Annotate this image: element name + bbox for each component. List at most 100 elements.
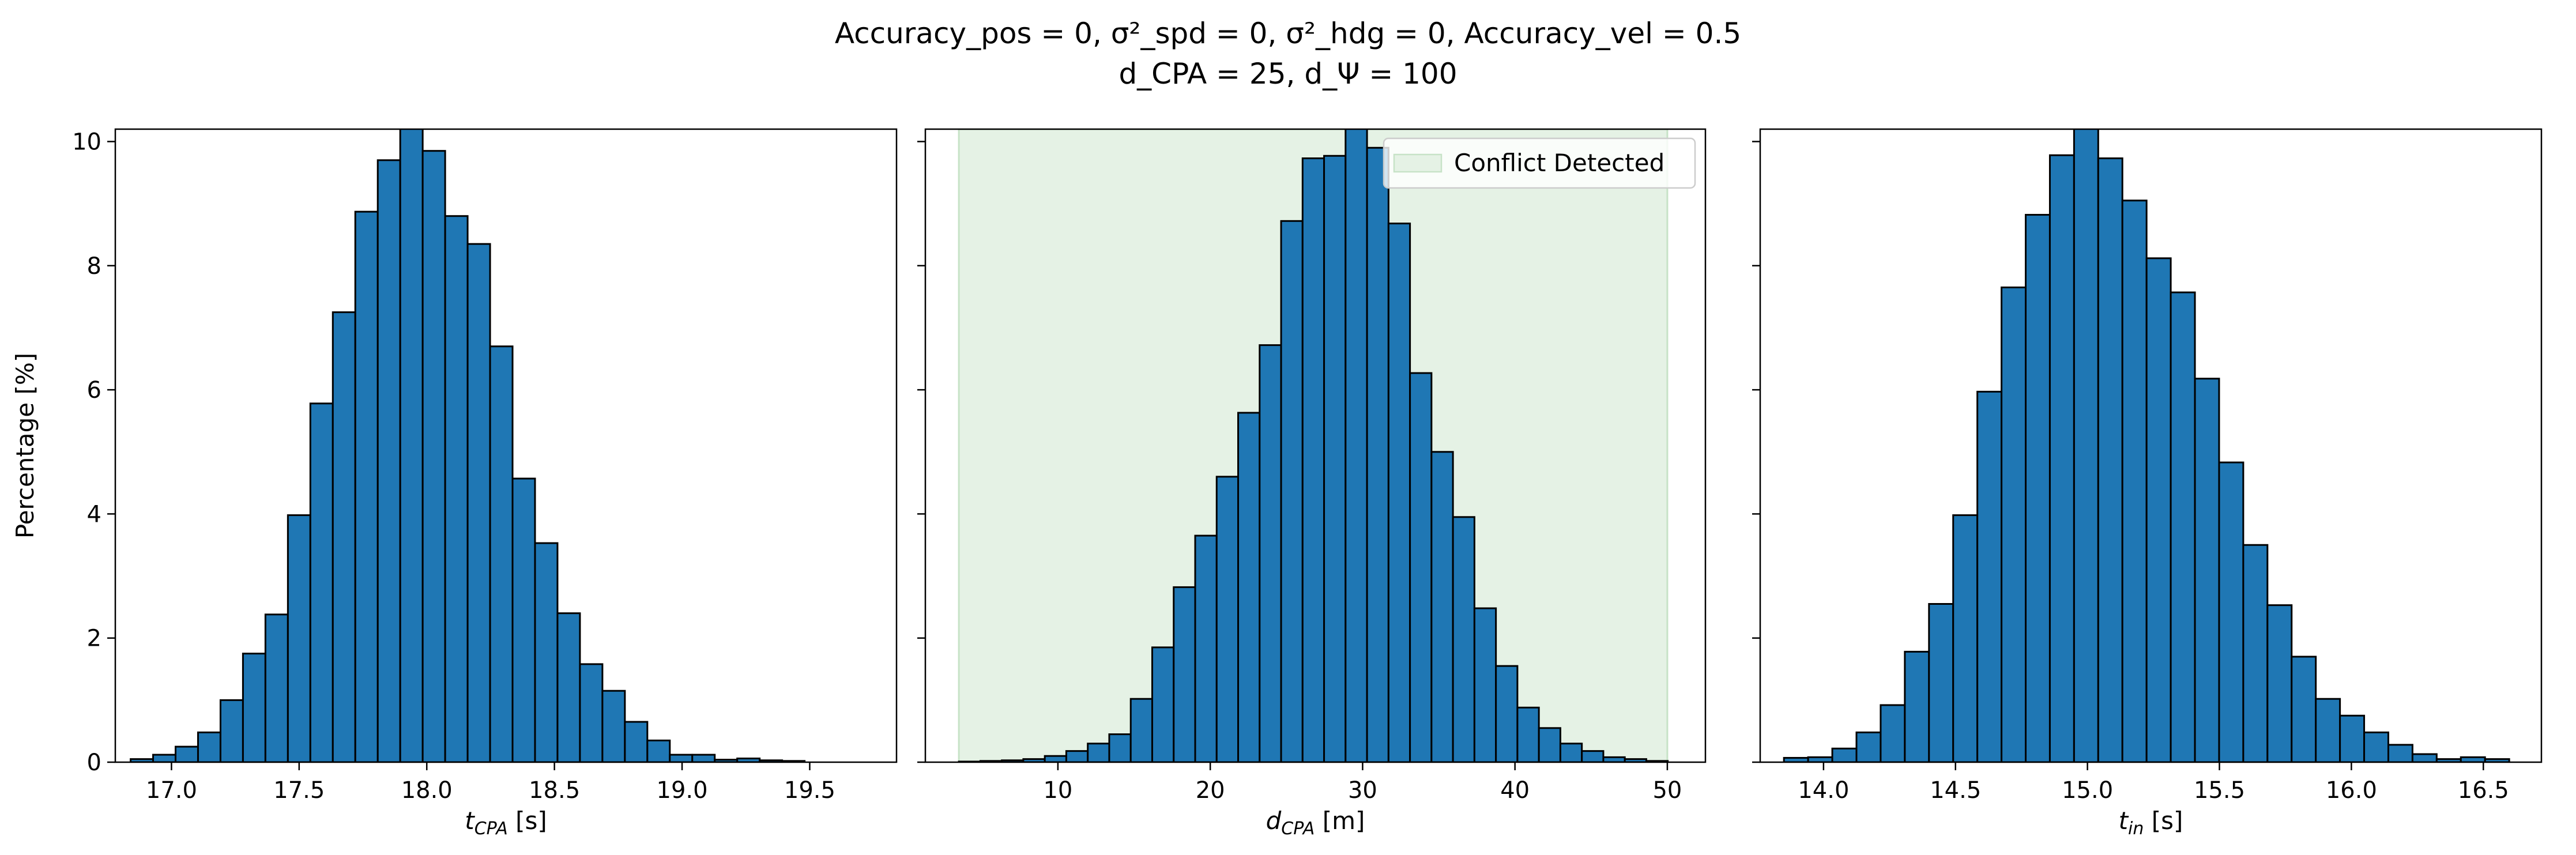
x-tick-label: 16.0 — [2326, 777, 2377, 804]
histogram-bar — [2145, 257, 2172, 762]
x-tick-label: 40 — [1500, 777, 1530, 804]
histogram-bar — [1280, 220, 1304, 762]
histogram-bar — [511, 477, 536, 762]
histogram-bar — [534, 542, 559, 762]
plot-area — [1783, 129, 2510, 762]
x-tick-label: 20 — [1196, 777, 1225, 804]
y-axis-label: Percentage [%] — [11, 353, 39, 538]
x-axis-label: dCPA [m] — [1266, 807, 1365, 839]
legend-label: Conflict Detected — [1454, 149, 1664, 177]
x-tick-label: 17.0 — [146, 777, 197, 804]
x-tick-label: 14.5 — [1930, 777, 1981, 804]
histogram-bar — [466, 243, 491, 762]
histogram-bar — [1129, 698, 1153, 762]
histogram-bar — [309, 402, 334, 762]
histogram-bar — [421, 150, 446, 762]
histogram-bar — [1976, 390, 2003, 762]
histogram-bar — [1473, 607, 1497, 762]
histogram-bar — [669, 754, 694, 762]
histogram-bar — [2411, 753, 2438, 762]
histogram-bar — [2097, 157, 2123, 762]
histogram-bar — [1345, 129, 1368, 762]
x-tick-label: 30 — [1348, 777, 1377, 804]
histogram-bar — [354, 210, 379, 762]
histogram-bar — [1495, 665, 1519, 762]
histogram-panels: 17.0 17.5 18.0 18.5 19.0 19.5 0 2 4 6 8 10 tCPA [s] P… — [11, 128, 2543, 839]
histogram-bar — [2387, 744, 2413, 762]
x-tick-label: 14.0 — [1798, 777, 1849, 804]
histogram-bar — [197, 731, 221, 762]
histogram-bar — [1173, 586, 1196, 762]
histogram-bar — [2484, 758, 2510, 762]
histogram-bar — [1387, 223, 1411, 762]
x-tick-label: 15.0 — [2062, 777, 2113, 804]
histogram-bar — [1452, 516, 1475, 762]
histogram-bar — [2048, 154, 2075, 762]
histogram-bar — [1602, 756, 1626, 762]
histogram-bar — [2363, 731, 2389, 762]
histogram-bar — [579, 663, 604, 762]
histogram-bar — [646, 739, 671, 762]
histogram-bar — [2460, 756, 2486, 762]
histogram-panel-2: 10 20 30 40 50 dCPA [m] Conflict Detected — [917, 128, 1707, 839]
histogram-bar — [1323, 155, 1347, 762]
histogram-bar — [376, 159, 401, 762]
histogram-bar — [2073, 129, 2099, 762]
y-tick-label: 10 — [72, 129, 101, 156]
histogram-bar — [1194, 534, 1218, 762]
histogram-bar — [601, 690, 626, 762]
histogram-bar — [1430, 451, 1454, 762]
plot-area — [130, 129, 806, 762]
histogram-bar — [1409, 372, 1433, 762]
histogram-bar — [2315, 698, 2341, 762]
plot-area — [958, 129, 1669, 762]
histogram-bar — [556, 612, 581, 762]
histogram-bar — [1807, 756, 1833, 762]
histogram-bar — [2001, 287, 2027, 762]
histogram-bar — [1581, 750, 1605, 762]
histogram-bar — [2291, 656, 2317, 762]
x-tick-label: 17.5 — [273, 777, 325, 804]
axes-frame — [924, 128, 1707, 763]
figure-title-line-1: Accuracy_pos = 0, σ²_spd = 0, σ²_hdg = 0… — [835, 17, 1741, 50]
histogram-bar — [1044, 755, 1067, 762]
histogram-bar — [1538, 727, 1561, 762]
histogram-bar — [489, 345, 514, 762]
histogram-bar — [1215, 476, 1240, 762]
histogram-bar — [1151, 646, 1175, 762]
histogram-panel-3: 14.0 14.5 15.0 15.5 16.0 16.5 tin [s] — [1752, 128, 2543, 839]
histogram-bar — [2170, 291, 2196, 762]
histogram-bar — [2242, 544, 2269, 762]
histogram-bar — [1855, 731, 1882, 762]
legend-box — [1383, 137, 1696, 189]
histogram-bar — [1904, 650, 1930, 762]
axes-frame — [114, 128, 898, 763]
histogram-bar — [1301, 157, 1325, 762]
histogram-bar — [1065, 750, 1089, 762]
histogram-bar — [1087, 743, 1110, 762]
histogram-bar — [399, 129, 424, 762]
histogram-panel-1: 17.0 17.5 18.0 18.5 19.0 19.5 0 2 4 6 8 10 tCPA [s] P… — [11, 128, 898, 839]
histogram-bar — [1259, 344, 1282, 762]
histogram-bar — [1559, 743, 1583, 762]
histogram-bar — [1516, 706, 1540, 762]
y-tick-label: 4 — [87, 501, 101, 528]
x-tick-label: 16.5 — [2458, 777, 2509, 804]
histogram-bar — [1880, 704, 1906, 762]
histogram-bar — [2266, 604, 2293, 762]
figure-title-line-2: d_CPA = 25, d_Ψ = 100 — [1118, 57, 1457, 91]
histogram-bar — [2194, 378, 2220, 762]
histogram-bar — [1366, 146, 1389, 762]
histogram-bar — [2025, 214, 2051, 762]
y-tick-label: 0 — [87, 749, 101, 776]
histogram-bar — [1831, 747, 1858, 762]
histogram-bar — [2218, 461, 2244, 762]
y-tick-label: 8 — [87, 253, 101, 280]
x-axis-label: tCPA [s] — [465, 807, 547, 839]
histogram-bar — [691, 754, 716, 762]
histogram-bar — [264, 613, 289, 762]
x-axis-label: tin [s] — [2119, 807, 2183, 839]
histogram-bar — [1952, 514, 1979, 762]
